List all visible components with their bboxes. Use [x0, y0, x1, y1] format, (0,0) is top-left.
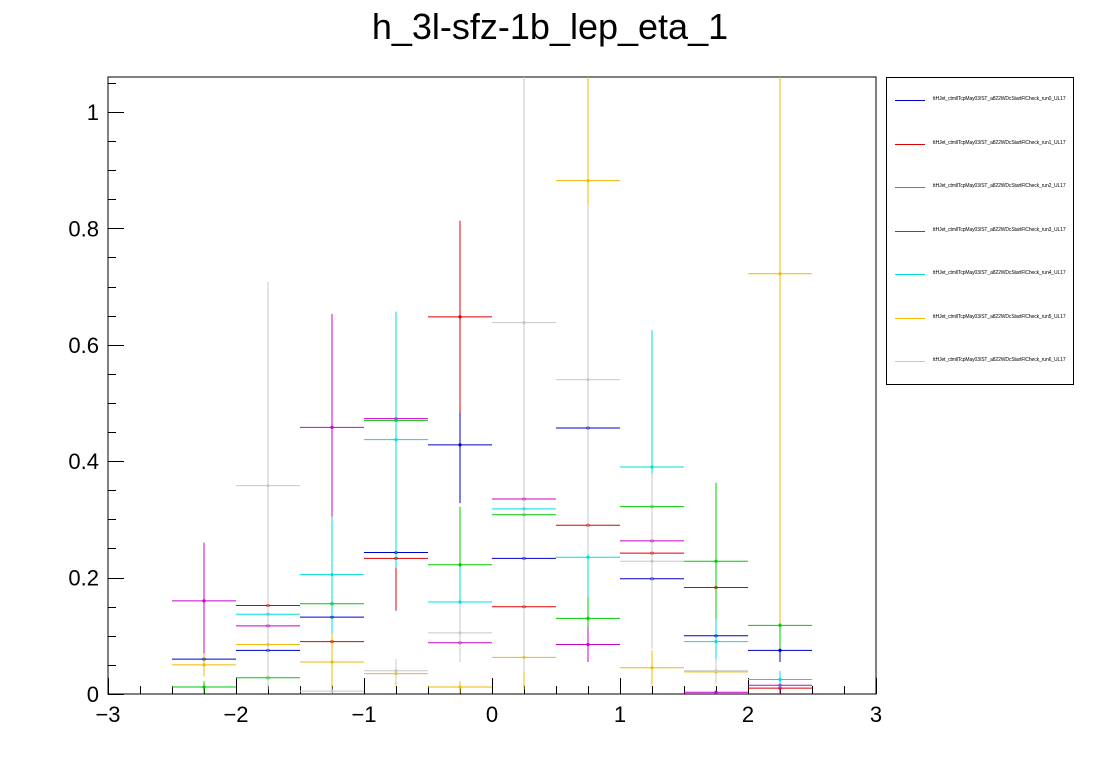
y-tick-label: 0.2 — [68, 566, 99, 591]
y-tick-label: 0.6 — [68, 333, 99, 358]
x-tick-label: 0 — [486, 702, 498, 727]
legend-entry: ttHJet_ctmllTcpMay03/ST_a822WDcStartFlCh… — [887, 225, 1075, 239]
legend-entry: ttHJet_ctmllTcpMay03/ST_a822WDcStartFlCh… — [887, 312, 1075, 326]
x-tick-label: −3 — [95, 702, 120, 727]
legend-entry: ttHJet_ctmllTcpMay03/ST_a822WDcStartFlCh… — [887, 94, 1075, 108]
data-point — [458, 315, 462, 319]
legend-label: ttHJet_ctmllTcpMay03/ST_a822WDcStartFlCh… — [933, 183, 1066, 189]
legend: ttHJet_ctmllTcpMay03/ST_a822WDcStartFlCh… — [886, 77, 1074, 385]
axes-group — [107, 76, 877, 695]
x-tick-label: 3 — [870, 702, 882, 727]
data-point — [394, 438, 398, 442]
data-point — [458, 563, 462, 567]
data-point — [778, 648, 782, 652]
data-point — [202, 685, 206, 689]
data-point — [650, 559, 654, 563]
data-point — [714, 640, 718, 644]
legend-label: ttHJet_ctmllTcpMay03/ST_a822WDcStartFlCh… — [933, 96, 1066, 102]
legend-label: ttHJet_ctmllTcpMay03/ST_a822WDcStartFlCh… — [933, 270, 1066, 276]
data-point — [522, 321, 526, 325]
legend-entry: ttHJet_ctmllTcpMay03/ST_a822WDcStartFlCh… — [887, 268, 1075, 282]
data-point — [650, 465, 654, 469]
legend-entry: ttHJet_ctmllTcpMay03/ST_a822WDcStartFlCh… — [887, 355, 1075, 369]
x-tick-label: 2 — [742, 702, 754, 727]
legend-entry: ttHJet_ctmllTcpMay03/ST_a822WDcStartFlCh… — [887, 181, 1075, 195]
data-marks-group — [172, 77, 812, 694]
data-point — [458, 631, 462, 635]
data-point — [778, 677, 782, 682]
data-point — [330, 689, 334, 693]
data-point — [586, 555, 590, 559]
data-point — [202, 599, 206, 603]
data-point — [714, 669, 718, 673]
x-tick-label: −2 — [223, 702, 248, 727]
data-point — [586, 179, 590, 183]
legend-line — [895, 100, 925, 101]
data-point — [330, 573, 334, 577]
y-tick-label: 1 — [87, 100, 99, 125]
x-tick-label: −1 — [351, 702, 376, 727]
y-tick-label: 0 — [87, 682, 99, 707]
data-point — [714, 559, 718, 563]
legend-line — [895, 274, 925, 275]
y-tick-label: 0.4 — [68, 449, 99, 474]
data-point — [714, 690, 718, 694]
data-point — [586, 378, 590, 382]
legend-label: ttHJet_ctmllTcpMay03/ST_a822WDcStartFlCh… — [933, 226, 1066, 233]
legend-line — [895, 187, 925, 188]
x-tick-label: 1 — [614, 702, 626, 727]
legend-line — [895, 361, 925, 362]
data-point — [778, 623, 782, 627]
data-point — [394, 669, 398, 673]
data-point — [650, 666, 654, 670]
data-point — [586, 642, 590, 647]
legend-label: ttHJet_ctmllTcpMay03/ST_a822WDcStartFlCh… — [933, 139, 1066, 146]
data-point — [586, 616, 590, 620]
data-point — [458, 443, 462, 447]
legend-line — [895, 143, 925, 145]
data-point — [778, 272, 782, 276]
data-point — [330, 660, 334, 664]
legend-line — [895, 230, 925, 232]
series-6 — [236, 77, 748, 694]
data-point — [458, 600, 462, 604]
legend-label: ttHJet_ctmllTcpMay03/ST_a822WDcStartFlCh… — [933, 357, 1066, 363]
tick-labels-group: −3 −2 −1 0 1 2 3 0 0.2 0.4 0.6 0.8 1 — [68, 100, 882, 727]
legend-line — [895, 317, 925, 319]
plot-frame — [107, 76, 877, 695]
legend-label: ttHJet_ctmllTcpMay03/ST_a822WDcStartFlCh… — [933, 313, 1066, 320]
chart-title: h_3l-sfz-1b_lep_eta_1 — [371, 6, 729, 47]
data-point — [266, 484, 270, 488]
data-point — [458, 685, 462, 689]
data-point — [202, 663, 206, 667]
legend-entry: ttHJet_ctmllTcpMay03/ST_a822WDcStartFlCh… — [887, 138, 1075, 152]
y-tick-label: 0.8 — [68, 216, 99, 241]
data-point — [330, 425, 334, 430]
